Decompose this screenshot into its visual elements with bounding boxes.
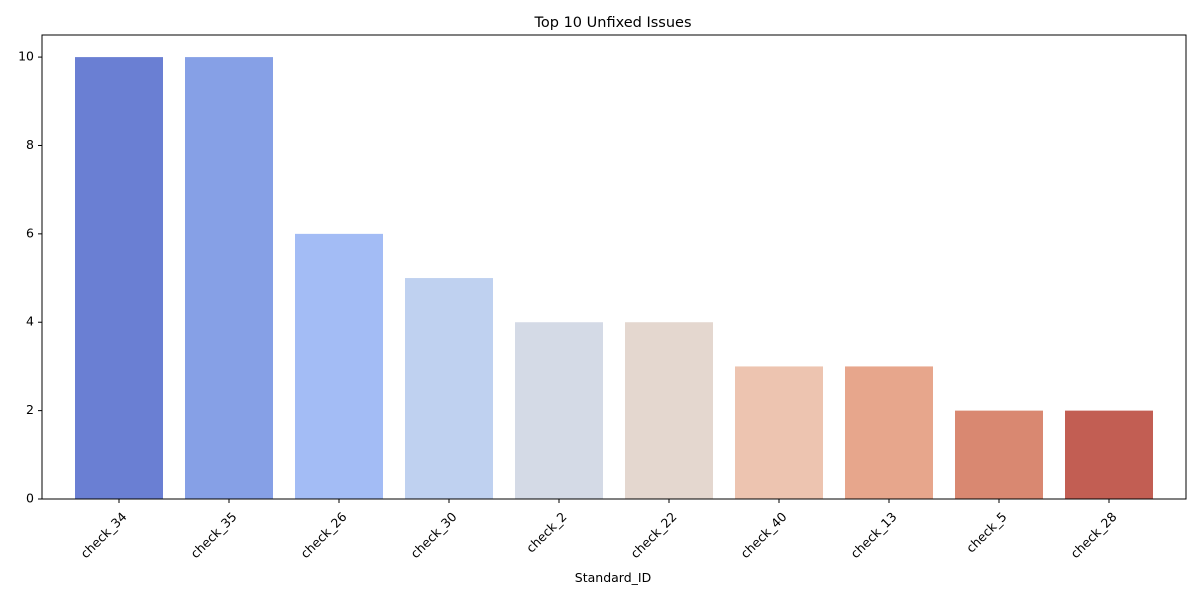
x-tick-label: check_13 (847, 509, 899, 561)
bar-check_40 (735, 366, 823, 499)
bar-check_26 (295, 233, 383, 499)
x-tick-label: check_35 (187, 509, 239, 561)
chart-title: Top 10 Unfixed Issues (534, 15, 692, 31)
y-tick-label: 0 (26, 491, 34, 506)
y-tick-label: 2 (26, 402, 34, 417)
x-tick-label: check_40 (737, 509, 789, 561)
x-tick-label: check_28 (1067, 509, 1119, 561)
bars-group (75, 57, 1153, 499)
x-tick-label: check_26 (297, 509, 349, 561)
bar-check_34 (75, 57, 163, 499)
bar-check_22 (625, 322, 713, 499)
y-axis: 0 2 4 6 8 10 (18, 49, 42, 506)
bar-check_30 (405, 278, 493, 499)
bar-check_2 (515, 322, 603, 499)
x-axis-label: Standard_ID (575, 570, 651, 585)
y-tick-label: 8 (26, 137, 34, 152)
y-tick-label: 10 (18, 49, 34, 64)
x-axis: check_34 check_35 check_26 check_30 check_2 c… (77, 499, 1120, 561)
x-tick-label: check_2 (523, 509, 570, 556)
x-tick-label: check_30 (407, 509, 459, 561)
bar-check_5 (955, 410, 1043, 499)
bar-check_13 (845, 366, 933, 499)
bar-check_28 (1065, 410, 1153, 499)
x-tick-label: check_22 (627, 509, 679, 561)
y-tick-label: 6 (26, 225, 34, 240)
y-tick-label: 4 (26, 314, 34, 329)
x-tick-label: check_34 (77, 509, 129, 561)
bar-check_35 (185, 57, 273, 499)
plot-frame (41, 34, 1187, 500)
x-tick-label: check_5 (963, 509, 1010, 556)
